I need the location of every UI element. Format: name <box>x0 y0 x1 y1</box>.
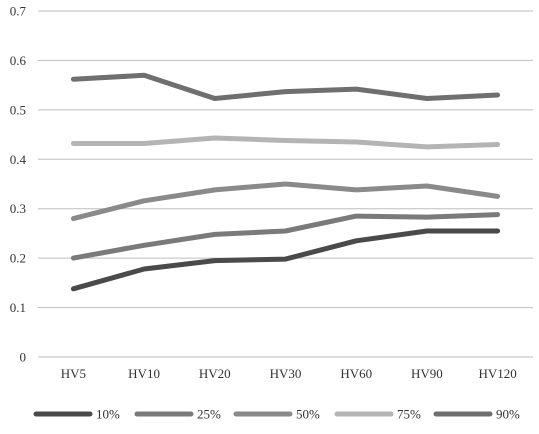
legend-label: 90% <box>496 407 520 422</box>
y-axis: 0 0.1 0.2 0.3 0.4 0.5 0.6 0.7 <box>10 4 27 365</box>
x-tick-label: HV5 <box>61 366 86 381</box>
x-tick-label: HV90 <box>411 366 443 381</box>
y-tick-label: 0.6 <box>10 53 27 68</box>
y-tick-label: 0 <box>20 350 27 365</box>
y-tick-label: 0.4 <box>10 152 27 167</box>
legend-label: 50% <box>296 407 320 422</box>
x-tick-label: HV120 <box>479 366 517 381</box>
x-tick-label: HV20 <box>199 366 231 381</box>
x-tick-label: HV30 <box>270 366 302 381</box>
legend: 10% 25% 50% 75% 90% <box>33 407 520 422</box>
series-line-50pct <box>70 181 501 222</box>
y-tick-label: 0.1 <box>10 300 26 315</box>
y-tick-label: 0.2 <box>10 251 26 266</box>
series-line-90pct <box>70 72 501 101</box>
y-tick-label: 0.5 <box>10 102 26 117</box>
series-line-10pct <box>70 228 501 292</box>
x-tick-label: HV10 <box>128 366 160 381</box>
series-lines <box>70 72 501 292</box>
legend-label: 10% <box>96 407 120 422</box>
x-axis: HV5 HV10 HV20 HV30 HV60 HV90 HV120 <box>61 366 517 381</box>
y-tick-label: 0.3 <box>10 201 26 216</box>
legend-label: 75% <box>397 407 421 422</box>
series-line-75pct <box>70 135 501 150</box>
series-line-25pct <box>70 212 501 261</box>
y-tick-label: 0.7 <box>10 4 27 19</box>
x-tick-label: HV60 <box>340 366 372 381</box>
legend-label: 25% <box>197 407 221 422</box>
